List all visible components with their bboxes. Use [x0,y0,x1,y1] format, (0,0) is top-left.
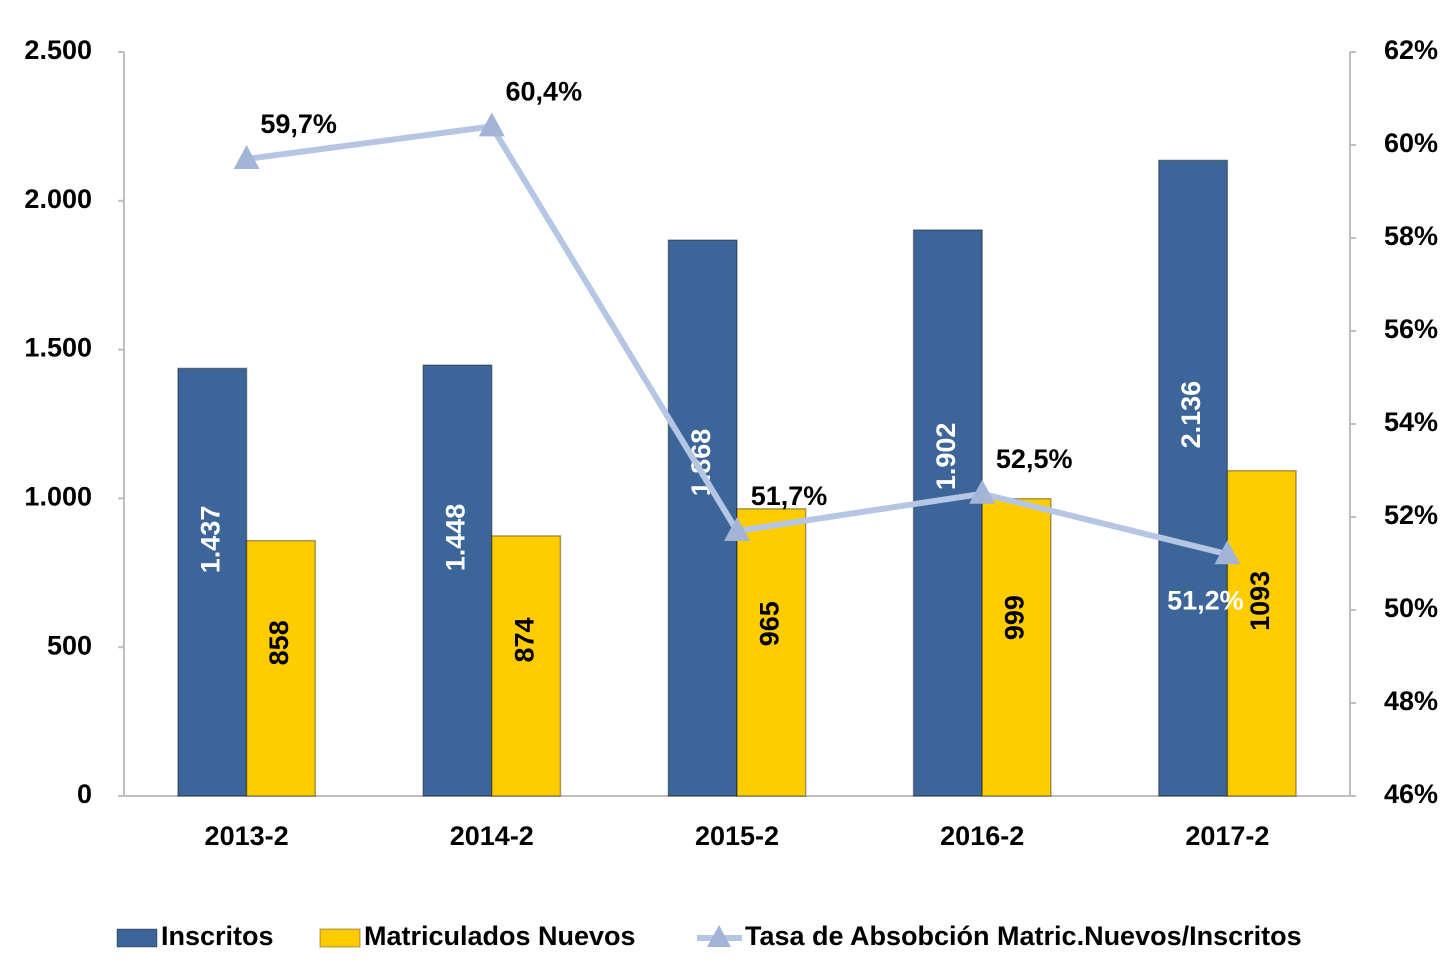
x-tick-label: 2013-2 [205,821,289,851]
y2-tick-label: 62% [1384,35,1438,65]
marker [724,516,750,541]
data-label: 999 [1000,595,1030,640]
data-label: 858 [264,620,294,665]
y2-tick-label: 46% [1384,779,1438,809]
bar [491,535,562,797]
bar [422,364,493,797]
y2-tick-label: 50% [1384,593,1438,623]
legend-label: Inscritos [161,921,274,951]
y-tick-label: 2.000 [24,184,92,214]
marker [969,479,996,504]
bar [912,229,983,797]
data-label: 1.902 [931,423,961,491]
data-label: 2.136 [1176,381,1206,449]
y2-tick-label: 52% [1384,500,1438,530]
data-label: 52,5% [996,444,1073,474]
legend-marker [707,925,731,947]
data-label: 1093 [1245,571,1275,631]
bar [1226,469,1297,797]
marker [478,112,505,137]
data-label: 1.448 [441,504,471,572]
legend-label: Matriculados Nuevos [364,921,636,951]
y-tick-label: 0 [77,779,92,809]
y2-tick-label: 60% [1384,128,1438,158]
data-label: 51,2% [1167,585,1244,615]
y-tick-label: 1.000 [24,482,92,512]
data-label: 59,7% [260,109,337,139]
bar [177,367,248,797]
data-label: 1.437 [195,506,225,574]
data-label: 965 [754,601,784,646]
x-tick-label: 2017-2 [1185,821,1269,851]
data-label: 60,4% [506,77,583,107]
bar [667,239,738,797]
y-tick-label: 2.500 [24,35,92,65]
y2-tick-label: 48% [1384,686,1438,716]
bar [981,497,1052,797]
x-tick-label: 2015-2 [695,821,779,851]
y2-tick-label: 56% [1384,314,1438,344]
x-tick-label: 2016-2 [940,821,1024,851]
legend-swatch [116,928,158,948]
x-tick-label: 2014-2 [450,821,534,851]
data-label: 51,7% [751,481,828,511]
bar [1157,159,1229,797]
legend-swatch [319,928,361,948]
marker [1214,540,1241,565]
y-tick-label: 1.500 [24,333,92,363]
y2-tick-label: 58% [1384,221,1438,251]
legend-label: Tasa de Absobción Matric.Nuevos/Inscrito… [745,921,1302,951]
y-tick-label: 500 [47,630,92,660]
bar [736,508,807,797]
data-label: 874 [509,617,539,662]
marker [233,144,260,169]
y2-tick-label: 54% [1384,407,1438,437]
bar [245,539,317,797]
